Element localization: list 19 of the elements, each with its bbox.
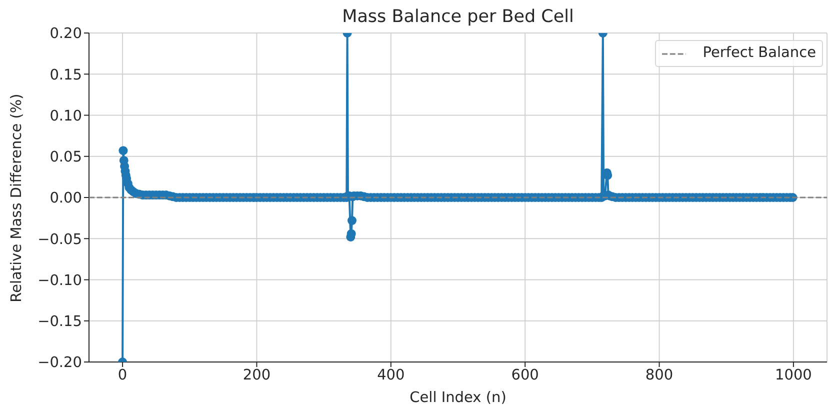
x-tick-label: 600 [511, 367, 539, 384]
legend-label: Perfect Balance [702, 45, 816, 61]
x-tick-label: 800 [645, 367, 674, 384]
y-tick-label: 0.00 [50, 190, 82, 207]
y-tick-label: 0.05 [50, 150, 82, 166]
x-tick-label: 0 [118, 367, 128, 384]
x-tick-label: 400 [377, 367, 405, 384]
y-tick-label: 0.20 [50, 26, 82, 42]
y-tick-label: −0.20 [38, 355, 82, 372]
x-tick-label: 200 [242, 367, 271, 384]
y-tick-label: −0.15 [38, 314, 82, 330]
y-tick-label: −0.05 [38, 232, 82, 248]
x-tick-label: 1000 [775, 367, 812, 384]
y-axis-title: Relative Mass Difference (%) [9, 93, 25, 302]
x-axis-title: Cell Index (n) [410, 390, 506, 406]
y-tick-label: −0.10 [38, 272, 82, 289]
y-tick-label: 0.15 [50, 67, 82, 84]
y-tick-label: 0.10 [50, 108, 82, 124]
chart-title: Mass Balance per Bed Cell [342, 7, 574, 27]
